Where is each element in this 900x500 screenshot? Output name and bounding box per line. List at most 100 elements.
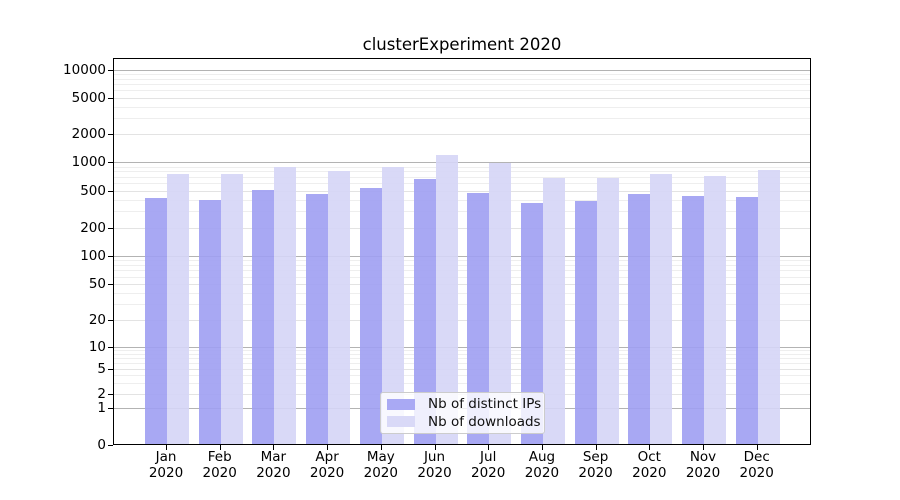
x-tick[interactable] bbox=[595, 445, 597, 450]
x-tick-month[interactable]: Mar bbox=[260, 449, 287, 465]
x-tick[interactable] bbox=[649, 445, 651, 450]
y-tick[interactable] bbox=[108, 394, 113, 395]
x-tick-label-jul[interactable]: Jul 2020 bbox=[456, 449, 520, 481]
x-tick[interactable] bbox=[488, 445, 490, 450]
gridline[interactable] bbox=[114, 90, 810, 92]
gridline[interactable] bbox=[114, 284, 810, 285]
x-tick[interactable] bbox=[756, 445, 758, 450]
bar-distinct-ips-may[interactable] bbox=[359, 188, 382, 444]
y-tick[interactable] bbox=[108, 347, 113, 348]
bar-downloads-apr[interactable] bbox=[328, 171, 351, 444]
y-tick-label[interactable]: 10 bbox=[88, 339, 106, 355]
bar-downloads-may[interactable] bbox=[381, 166, 404, 444]
y-tick[interactable] bbox=[108, 284, 113, 285]
bar-distinct-ips-mar[interactable] bbox=[252, 190, 275, 444]
bar-distinct-ips-jul[interactable] bbox=[467, 193, 490, 444]
bar-downloads-feb[interactable] bbox=[220, 173, 243, 444]
bar-downloads-aug[interactable] bbox=[542, 178, 565, 444]
gridline[interactable] bbox=[114, 304, 810, 306]
x-tick-month[interactable]: Jul bbox=[480, 449, 497, 465]
gridline[interactable] bbox=[114, 227, 810, 229]
x-tick-year[interactable]: 2020 bbox=[739, 464, 774, 481]
x-tick-month[interactable]: Oct bbox=[637, 449, 661, 465]
bar-downloads-jun[interactable] bbox=[435, 154, 458, 444]
x-tick[interactable] bbox=[703, 445, 704, 450]
x-tick-month[interactable]: Feb bbox=[207, 449, 232, 465]
y-tick-label[interactable]: 100 bbox=[80, 248, 106, 264]
gridline[interactable] bbox=[114, 350, 810, 352]
x-tick-month[interactable]: Dec bbox=[743, 449, 770, 465]
x-tick-year[interactable]: 2020 bbox=[578, 464, 613, 481]
x-tick-month[interactable]: Nov bbox=[689, 449, 717, 465]
y-tick[interactable] bbox=[108, 70, 113, 71]
gridline[interactable] bbox=[114, 276, 810, 278]
gridline[interactable] bbox=[114, 190, 810, 192]
gridline[interactable] bbox=[114, 183, 810, 185]
x-tick-label-sep[interactable]: Sep 2020 bbox=[564, 449, 628, 481]
x-tick-year[interactable]: 2020 bbox=[685, 464, 721, 481]
gridline[interactable] bbox=[114, 118, 810, 120]
bar-distinct-ips-oct[interactable] bbox=[628, 193, 651, 444]
x-tick-month[interactable]: Jan bbox=[155, 449, 177, 465]
bar-downloads-nov[interactable] bbox=[704, 175, 726, 444]
y-tick-label[interactable]: 0 bbox=[97, 437, 106, 453]
y-tick-label[interactable]: 5 bbox=[97, 361, 106, 377]
x-tick-label-feb[interactable]: Feb 2020 bbox=[188, 449, 252, 481]
x-tick[interactable] bbox=[166, 445, 167, 450]
gridline[interactable] bbox=[114, 84, 810, 86]
x-tick-label-nov[interactable]: Nov 2020 bbox=[671, 449, 735, 481]
y-tick[interactable] bbox=[108, 190, 113, 192]
gridline[interactable] bbox=[114, 265, 810, 266]
bar-downloads-oct[interactable] bbox=[650, 173, 673, 444]
x-tick-label-dec[interactable]: Dec 2020 bbox=[725, 449, 789, 481]
bar-downloads-jan[interactable] bbox=[167, 173, 189, 444]
gridline[interactable] bbox=[114, 369, 810, 370]
y-tick[interactable] bbox=[108, 97, 113, 99]
y-tick[interactable] bbox=[108, 134, 113, 136]
y-tick[interactable] bbox=[108, 256, 113, 257]
y-tick-label[interactable]: 200 bbox=[80, 219, 106, 236]
x-tick-month[interactable]: Sep bbox=[582, 449, 609, 465]
x-tick-year[interactable]: 2020 bbox=[148, 464, 184, 481]
gridline[interactable] bbox=[114, 260, 810, 262]
y-tick[interactable] bbox=[108, 408, 113, 409]
y-tick[interactable] bbox=[108, 162, 113, 164]
x-tick-label-mar[interactable]: Mar 2020 bbox=[241, 449, 305, 481]
gridline[interactable] bbox=[114, 171, 810, 173]
x-tick-label-oct[interactable]: Oct 2020 bbox=[617, 449, 681, 481]
bar-distinct-ips-dec[interactable] bbox=[735, 196, 758, 444]
x-tick-year[interactable]: 2020 bbox=[309, 464, 345, 481]
x-tick-year[interactable]: 2020 bbox=[202, 464, 237, 481]
gridline[interactable] bbox=[114, 256, 810, 257]
bar-downloads-dec[interactable] bbox=[757, 170, 780, 444]
gridline[interactable] bbox=[114, 134, 810, 136]
gridline[interactable] bbox=[114, 176, 810, 178]
x-tick-year[interactable]: 2020 bbox=[363, 464, 398, 481]
bar-distinct-ips-nov[interactable] bbox=[682, 196, 704, 444]
x-tick[interactable] bbox=[327, 445, 329, 450]
gridline[interactable] bbox=[114, 375, 810, 377]
gridline[interactable] bbox=[114, 166, 810, 168]
x-tick-year[interactable]: 2020 bbox=[632, 464, 667, 481]
bar-distinct-ips-jan[interactable] bbox=[145, 197, 167, 444]
gridline[interactable] bbox=[114, 320, 810, 321]
x-tick-label-jun[interactable]: Jun 2020 bbox=[403, 449, 467, 481]
gridline[interactable] bbox=[114, 363, 810, 365]
x-tick-label-may[interactable]: May 2020 bbox=[349, 449, 413, 481]
bar-distinct-ips-aug[interactable] bbox=[520, 203, 543, 444]
y-tick-label[interactable]: 5000 bbox=[71, 89, 106, 106]
x-tick-label-aug[interactable]: Aug 2020 bbox=[510, 449, 574, 481]
x-tick-month[interactable]: Aug bbox=[528, 449, 556, 465]
gridline[interactable] bbox=[114, 70, 810, 71]
gridline[interactable] bbox=[114, 74, 810, 76]
y-tick[interactable] bbox=[108, 320, 113, 321]
x-tick-label-jan[interactable]: Jan 2020 bbox=[134, 449, 198, 481]
x-tick-year[interactable]: 2020 bbox=[471, 464, 506, 481]
y-tick[interactable] bbox=[108, 227, 113, 229]
x-tick[interactable] bbox=[434, 445, 436, 450]
gridline[interactable] bbox=[114, 354, 810, 356]
gridline[interactable] bbox=[114, 270, 810, 272]
gridline[interactable] bbox=[114, 106, 810, 108]
y-tick[interactable] bbox=[108, 369, 113, 370]
y-tick-label[interactable]: 1 bbox=[97, 400, 106, 416]
